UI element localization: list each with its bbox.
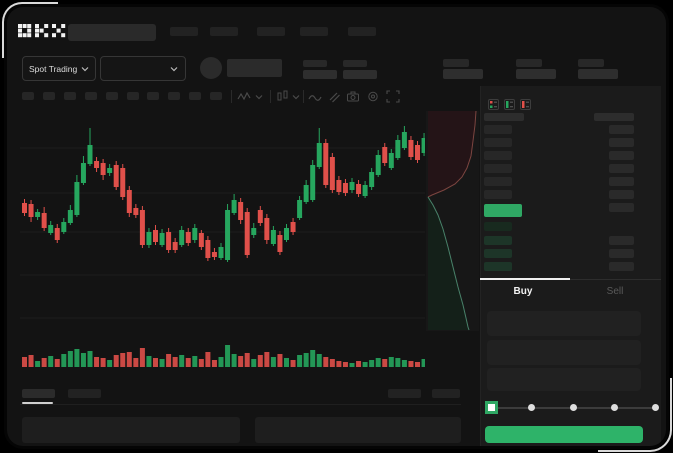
ask-price[interactable]	[484, 125, 512, 134]
settings-gear-icon[interactable]	[366, 90, 380, 103]
bottom-tab-active[interactable]	[22, 389, 55, 398]
ticker-stat-label	[516, 59, 542, 67]
ticker-stat-label	[303, 60, 327, 67]
slider-step-dot[interactable]	[652, 404, 659, 411]
chevron-down-icon[interactable]	[292, 94, 300, 100]
pair-name-placeholder	[227, 59, 282, 77]
bottom-action-placeholder[interactable]	[432, 389, 460, 398]
bid-amount[interactable]	[609, 236, 634, 245]
amount-input[interactable]	[487, 340, 641, 365]
ask-amount[interactable]	[609, 164, 634, 173]
timeframe-button[interactable]	[64, 92, 76, 100]
nav-item-placeholder[interactable]	[170, 27, 198, 36]
camera-icon[interactable]	[346, 90, 360, 103]
timeframe-button[interactable]	[210, 92, 222, 100]
toolbar-separator	[270, 90, 271, 103]
ticker-stat-value	[516, 69, 556, 79]
volume-bars	[22, 345, 425, 367]
ticker-stat-value	[303, 70, 337, 79]
tab-buy[interactable]: Buy	[513, 286, 533, 297]
ticker-stat-value	[578, 69, 618, 79]
timeframe-button[interactable]	[189, 92, 201, 100]
ask-price[interactable]	[484, 177, 512, 186]
ticker-stat-value	[343, 70, 377, 79]
ask-amount[interactable]	[609, 203, 634, 212]
fullscreen-icon[interactable]	[386, 90, 400, 103]
bottom-action-placeholder[interactable]	[388, 389, 421, 398]
timeframe-button[interactable]	[43, 92, 55, 100]
bid-price[interactable]	[484, 249, 512, 258]
ask-price[interactable]	[484, 138, 512, 147]
bottom-tab[interactable]	[68, 389, 101, 398]
device-screen: Spot Trading	[7, 7, 666, 446]
chevron-down-icon	[170, 66, 178, 71]
orderbook-col-header	[594, 113, 634, 121]
toolbar-separator	[231, 90, 232, 103]
slider-step-dot[interactable]	[570, 404, 577, 411]
ask-amount[interactable]	[609, 138, 634, 147]
bid-amount[interactable]	[609, 249, 634, 258]
timeframe-button[interactable]	[168, 92, 180, 100]
market-type-label: Spot Trading	[29, 63, 78, 74]
bid-price[interactable]	[484, 262, 512, 271]
ask-amount[interactable]	[609, 151, 634, 160]
toolbar-separator	[303, 90, 304, 103]
orderbook-view-both-icon[interactable]	[488, 99, 499, 110]
market-type-dropdown[interactable]: Spot Trading	[22, 56, 96, 81]
line-tool-icon[interactable]	[308, 91, 322, 103]
nav-item-placeholder[interactable]	[300, 27, 328, 36]
ask-amount[interactable]	[609, 125, 634, 134]
ask-amount[interactable]	[609, 190, 634, 199]
orderbook-view-asks-icon[interactable]	[520, 99, 531, 110]
depth-chart	[426, 111, 479, 331]
last-price-bar[interactable]	[484, 204, 522, 217]
measure-icon[interactable]	[327, 90, 341, 103]
okx-logo	[18, 24, 66, 38]
bid-price[interactable]	[484, 236, 512, 245]
ask-price[interactable]	[484, 151, 512, 160]
indicators-button[interactable]	[276, 90, 290, 103]
token-avatar	[200, 57, 222, 79]
timeframe-button[interactable]	[22, 92, 34, 100]
tab-divider	[480, 279, 661, 280]
ask-price[interactable]	[484, 164, 512, 173]
ticker-stat-value	[443, 69, 483, 79]
bottom-panel-placeholder	[22, 417, 240, 443]
device-edge-highlight	[598, 378, 672, 452]
timeframe-button[interactable]	[106, 92, 118, 100]
bottom-panel-placeholder	[255, 417, 461, 443]
bid-price[interactable]	[484, 222, 512, 231]
ask-amount[interactable]	[609, 177, 634, 186]
ticker-stat-label	[443, 59, 469, 67]
price-input[interactable]	[487, 311, 641, 336]
nav-item-placeholder[interactable]	[210, 27, 238, 36]
pair-dropdown[interactable]	[100, 56, 186, 81]
timeframe-button[interactable]	[127, 92, 139, 100]
bottom-divider	[20, 404, 461, 405]
orderbook-view-bids-icon[interactable]	[504, 99, 515, 110]
slider-step-dot[interactable]	[611, 404, 618, 411]
tab-sell[interactable]: Sell	[606, 286, 624, 297]
candlestick-chart[interactable]	[20, 110, 425, 332]
search-input[interactable]	[68, 24, 156, 41]
orderbook-col-header	[484, 113, 524, 121]
percent-slider-handle[interactable]	[485, 401, 498, 414]
timeframe-button[interactable]	[147, 92, 159, 100]
chevron-down-icon[interactable]	[255, 94, 263, 100]
timeframe-button[interactable]	[85, 92, 97, 100]
nav-item-placeholder[interactable]	[348, 27, 376, 36]
nav-item-placeholder[interactable]	[257, 27, 285, 36]
bid-amount[interactable]	[609, 262, 634, 271]
bottom-tab-indicator	[22, 402, 53, 404]
chart-style-button[interactable]	[237, 90, 251, 103]
slider-step-dot[interactable]	[528, 404, 535, 411]
device-edge-highlight	[2, 2, 58, 58]
buy-tab-indicator	[480, 278, 570, 280]
ticker-stat-label	[343, 60, 367, 67]
ask-price[interactable]	[484, 190, 512, 199]
chevron-down-icon	[81, 66, 89, 71]
ticker-stat-label	[578, 59, 604, 67]
